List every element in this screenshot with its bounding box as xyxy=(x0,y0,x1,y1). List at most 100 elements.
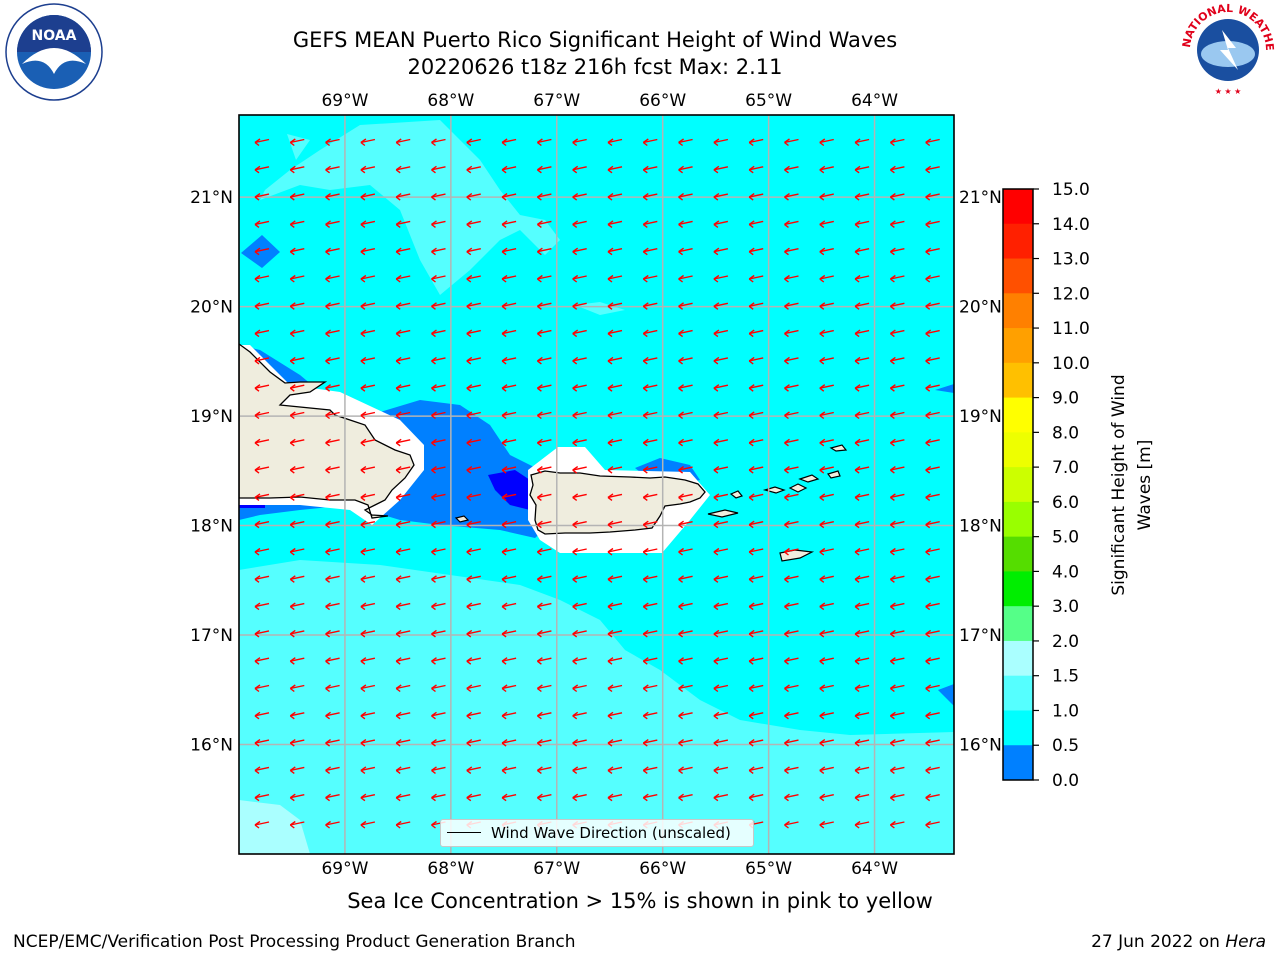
wind-arrow xyxy=(289,356,305,365)
wind-arrow xyxy=(289,575,305,583)
lat-label-right: 21°N xyxy=(959,188,1002,208)
footer-date-text: 27 Jun 2022 on xyxy=(1091,932,1226,952)
wind-arrow xyxy=(678,684,693,693)
wind-arrow xyxy=(431,575,446,583)
wind-arrow xyxy=(819,711,834,720)
wind-arrow xyxy=(854,329,870,338)
wind-arrow xyxy=(819,793,834,802)
wind-arrow xyxy=(466,793,481,802)
wind-arrow xyxy=(678,247,693,256)
wind-arrow xyxy=(466,411,481,420)
footer-host: Hera xyxy=(1225,932,1266,952)
wind-arrow xyxy=(254,520,270,529)
wind-arrow xyxy=(607,220,623,228)
wind-arrow xyxy=(572,602,587,611)
wind-arrow xyxy=(925,329,940,338)
wind-arrow xyxy=(536,766,552,774)
wind-arrow xyxy=(748,411,764,420)
wind-arrow xyxy=(431,793,446,802)
wind-arrow xyxy=(536,575,552,583)
wind-arrow xyxy=(501,657,517,665)
wind-arrow xyxy=(607,739,623,747)
wind-arrow xyxy=(395,165,411,174)
wind-arrow xyxy=(678,356,693,365)
colorbar-segment xyxy=(1003,745,1033,781)
wind-arrow xyxy=(360,466,376,474)
wind-arrow xyxy=(819,193,834,201)
wind-arrow xyxy=(784,575,799,583)
colorbar-frame xyxy=(1002,188,1034,781)
wind-arrow xyxy=(572,493,587,501)
wind-arrow xyxy=(607,711,623,720)
wind-arrow xyxy=(642,274,658,283)
wind-arrow xyxy=(466,520,481,529)
wind-arrow xyxy=(395,302,411,310)
wind-arrow xyxy=(925,302,940,310)
wind-arrow xyxy=(431,193,446,201)
land-anegada xyxy=(829,444,848,452)
wind-arrow xyxy=(466,711,481,720)
wind-arrow xyxy=(572,274,587,283)
wind-arrow xyxy=(395,466,411,474)
wind-arrow xyxy=(819,274,834,283)
wind-arrow xyxy=(819,766,834,774)
wind-arrow xyxy=(925,766,940,774)
wind-arrow xyxy=(289,820,305,829)
wind-arrow xyxy=(925,384,940,392)
wind-arrow xyxy=(713,466,729,474)
wind-arrow xyxy=(501,384,517,392)
wind-arrow xyxy=(889,684,905,693)
wind-arrow xyxy=(360,629,376,638)
wind-arrow xyxy=(713,575,729,583)
wind-arrow xyxy=(607,302,623,310)
wind-arrow xyxy=(501,247,517,256)
wind-arrow xyxy=(572,193,587,201)
colorbar-tick-label: 11.0 xyxy=(1052,319,1090,339)
colorbar-segment xyxy=(1003,640,1033,677)
wind-arrow xyxy=(501,684,517,693)
wind-arrow xyxy=(360,165,376,174)
wind-arrow xyxy=(678,329,693,338)
wind-arrow xyxy=(325,820,340,829)
wind-arrow xyxy=(325,302,340,310)
wind-arrow xyxy=(889,739,905,747)
wind-arrow xyxy=(678,220,693,228)
wind-arrow xyxy=(748,302,764,310)
wind-arrow xyxy=(713,165,729,174)
wind-arrow xyxy=(360,274,376,283)
wind-arrow xyxy=(501,547,517,556)
wind-arrow xyxy=(466,602,481,611)
noaa-logo: NOAA xyxy=(5,3,103,101)
wind-arrow xyxy=(748,547,764,556)
wind-arrow xyxy=(819,547,834,556)
wind-arrow xyxy=(395,684,411,693)
wind-arrow xyxy=(289,547,305,556)
wind-arrow xyxy=(784,520,799,529)
wind-arrow xyxy=(854,820,870,829)
wave-band-0p5-1-se xyxy=(938,684,954,706)
colorbar-tick-label: 0.5 xyxy=(1052,736,1079,756)
wind-arrow xyxy=(325,411,340,420)
wind-arrow xyxy=(360,739,376,747)
wind-arrow xyxy=(819,384,834,392)
wind-arrow xyxy=(678,657,693,665)
wind-arrow xyxy=(360,384,376,392)
wind-arrow xyxy=(784,602,799,611)
wind-arrow xyxy=(889,356,905,365)
wind-arrow xyxy=(395,793,411,802)
wind-arrow xyxy=(254,220,270,228)
colorbar-segment xyxy=(1003,710,1033,746)
wind-arrow xyxy=(925,657,940,665)
wind-arrow xyxy=(501,438,517,447)
wind-arrow xyxy=(748,575,764,583)
wind-arrow xyxy=(325,739,340,747)
wind-arrow xyxy=(713,138,729,147)
wind-arrow xyxy=(819,602,834,611)
wind-arrow xyxy=(607,329,623,338)
wind-arrow xyxy=(289,684,305,693)
wind-arrow xyxy=(289,165,305,174)
wind-arrow xyxy=(395,138,411,147)
wind-arrow xyxy=(431,466,446,474)
wind-arrow xyxy=(642,520,658,529)
wind-arrow xyxy=(501,739,517,747)
